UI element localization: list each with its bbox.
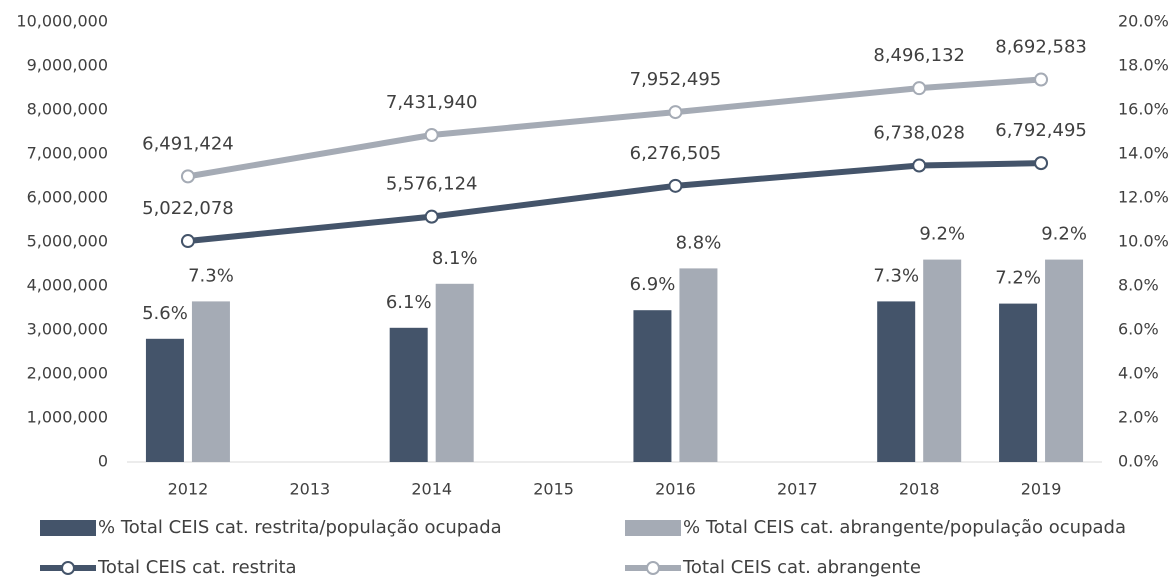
data-label: 7.2% bbox=[995, 268, 1041, 289]
data-label: 5.6% bbox=[142, 303, 188, 324]
y-tick-label: 1,000,000 bbox=[27, 408, 108, 427]
data-label: 7.3% bbox=[873, 265, 919, 286]
y2-tick-label: 4.0% bbox=[1118, 364, 1159, 383]
y2-tick-label: 12.0% bbox=[1118, 188, 1169, 207]
legend-label: % Total CEIS cat. abrangente/população o… bbox=[683, 517, 1126, 538]
line-marker bbox=[668, 178, 683, 193]
y-tick-label: 10,000,000 bbox=[16, 12, 108, 31]
line-marker bbox=[180, 169, 195, 184]
line-segment bbox=[184, 213, 435, 245]
data-label: 5,576,124 bbox=[386, 174, 478, 195]
legend-label: Total CEIS cat. restrita bbox=[97, 557, 297, 578]
y-tick-label: 3,000,000 bbox=[27, 320, 108, 339]
bar bbox=[633, 310, 672, 462]
y2-tick-label: 18.0% bbox=[1118, 56, 1169, 75]
line-marker bbox=[1034, 72, 1049, 87]
bar bbox=[435, 283, 474, 462]
bar bbox=[145, 338, 184, 462]
line-segment bbox=[184, 131, 435, 180]
bar bbox=[923, 259, 962, 462]
data-label: 8.1% bbox=[432, 248, 478, 269]
y-tick-label: 7,000,000 bbox=[27, 144, 108, 163]
data-label: 5,022,078 bbox=[142, 198, 234, 219]
legend-swatch bbox=[40, 520, 96, 536]
line-marker bbox=[912, 81, 927, 96]
legend-swatch bbox=[625, 520, 681, 536]
line-segment bbox=[916, 160, 1045, 169]
line-marker bbox=[912, 158, 927, 173]
data-label: 6,792,495 bbox=[995, 120, 1087, 141]
line-marker bbox=[1034, 156, 1049, 171]
data-label: 6,491,424 bbox=[142, 133, 234, 154]
y-tick-label: 6,000,000 bbox=[27, 188, 108, 207]
bar bbox=[389, 327, 428, 462]
legend-marker bbox=[61, 561, 75, 575]
x-tick-label: 2014 bbox=[411, 480, 452, 499]
legend-marker bbox=[646, 561, 660, 575]
data-label: 7,431,940 bbox=[386, 92, 478, 113]
y-tick-label: 5,000,000 bbox=[27, 232, 108, 251]
data-label: 9.2% bbox=[919, 224, 965, 245]
y2-tick-label: 14.0% bbox=[1118, 144, 1169, 163]
line-segment bbox=[428, 109, 679, 138]
data-label: 8,692,583 bbox=[995, 37, 1087, 58]
y2-tick-label: 10.0% bbox=[1118, 232, 1169, 251]
data-label: 8.8% bbox=[676, 232, 722, 253]
line-marker bbox=[424, 127, 439, 142]
y-tick-label: 4,000,000 bbox=[27, 276, 108, 295]
data-label: 6.1% bbox=[386, 292, 432, 313]
x-tick-label: 2012 bbox=[168, 480, 209, 499]
data-label: 6.9% bbox=[630, 274, 676, 295]
x-tick-label: 2015 bbox=[533, 480, 574, 499]
x-tick-label: 2016 bbox=[655, 480, 696, 499]
x-tick-label: 2013 bbox=[289, 480, 330, 499]
y2-tick-label: 8.0% bbox=[1118, 276, 1159, 295]
y2-tick-label: 2.0% bbox=[1118, 408, 1159, 427]
y-tick-label: 8,000,000 bbox=[27, 100, 108, 119]
line-marker bbox=[668, 105, 683, 120]
line-segment bbox=[916, 76, 1045, 92]
y-tick-label: 0 bbox=[98, 452, 108, 471]
y2-tick-label: 16.0% bbox=[1118, 100, 1169, 119]
line-marker bbox=[424, 209, 439, 224]
y2-tick-label: 20.0% bbox=[1118, 12, 1169, 31]
y2-tick-label: 0.0% bbox=[1118, 452, 1159, 471]
data-label: 6,738,028 bbox=[873, 123, 965, 144]
bar bbox=[191, 301, 230, 462]
line-segment bbox=[672, 85, 923, 116]
legend-label: % Total CEIS cat. restrita/população ocu… bbox=[98, 517, 502, 538]
y2-tick-label: 6.0% bbox=[1118, 320, 1159, 339]
bar bbox=[1045, 259, 1084, 462]
y-tick-label: 2,000,000 bbox=[27, 364, 108, 383]
y-tick-label: 9,000,000 bbox=[27, 56, 108, 75]
data-label: 9.2% bbox=[1041, 224, 1087, 245]
bar bbox=[679, 268, 718, 462]
line-segment bbox=[672, 162, 923, 189]
data-label: 8,496,132 bbox=[873, 45, 965, 66]
legend-label: Total CEIS cat. abrangente bbox=[682, 557, 921, 578]
data-label: 6,276,505 bbox=[630, 143, 722, 164]
line-segment bbox=[428, 182, 679, 220]
data-label: 7.3% bbox=[188, 265, 234, 286]
bar bbox=[877, 301, 916, 462]
data-label: 7,952,495 bbox=[630, 69, 722, 90]
bar bbox=[999, 303, 1038, 462]
x-tick-label: 2019 bbox=[1021, 480, 1062, 499]
line-marker bbox=[180, 234, 195, 249]
x-tick-label: 2017 bbox=[777, 480, 818, 499]
x-tick-label: 2018 bbox=[899, 480, 940, 499]
